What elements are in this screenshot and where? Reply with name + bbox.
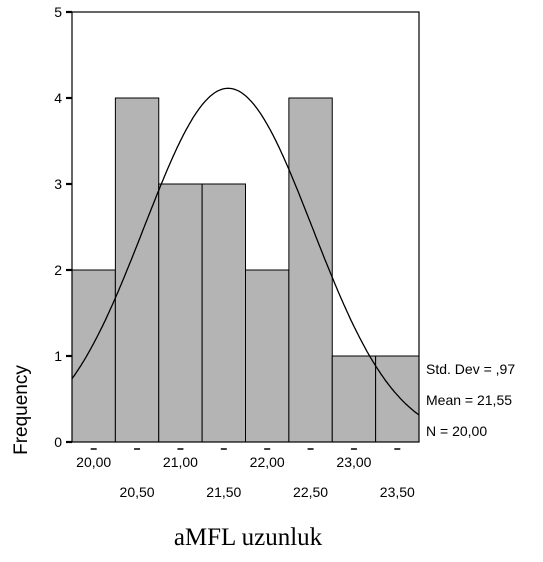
x-tick-label: 23,50 [380, 484, 415, 500]
y-axis-label: Frequency [11, 365, 32, 455]
x-tick-label: 22,00 [250, 454, 285, 470]
histogram-bar-8 [375, 355, 420, 443]
x-tick-label: 21,50 [206, 484, 241, 500]
histogram-bar-2 [114, 97, 160, 443]
mean-label: Mean = 21,55 [426, 392, 512, 408]
x-axis-label: aMFL uzunluk [174, 524, 323, 551]
normal-curve [71, 87, 420, 416]
std-dev-label: Std. Dev = ,97 [426, 361, 515, 377]
x-tick-label: 21,00 [163, 454, 198, 470]
histogram-bar-3 [158, 183, 203, 443]
x-tick-label: 20,00 [76, 454, 111, 470]
y-tick-label: 1 [54, 348, 62, 364]
x-axis: 20,00 21,00 22,00 23,00 20,50 21,50 22,50 23,50 [76, 448, 415, 500]
histogram-bar-4 [201, 183, 246, 443]
histogram-bar-6 [288, 97, 333, 443]
histogram-bar-7 [331, 355, 377, 443]
y-axis: 0 1 2 3 4 5 [54, 4, 72, 450]
y-tick-label: 5 [54, 4, 62, 20]
histogram-bar-5 [245, 269, 290, 443]
n-label: N = 20,00 [426, 423, 487, 439]
histogram-bars [71, 97, 420, 443]
y-tick-label: 3 [54, 176, 62, 192]
x-tick-label: 22,50 [293, 484, 328, 500]
y-tick-label: 4 [54, 90, 62, 106]
histogram-bar-1 [71, 269, 116, 443]
x-tick-label: 20,50 [120, 484, 155, 500]
y-tick-label: 2 [54, 262, 62, 278]
plot-frame [71, 11, 420, 443]
x-tick-label: 23,00 [336, 454, 371, 470]
y-tick-label: 0 [54, 434, 62, 450]
